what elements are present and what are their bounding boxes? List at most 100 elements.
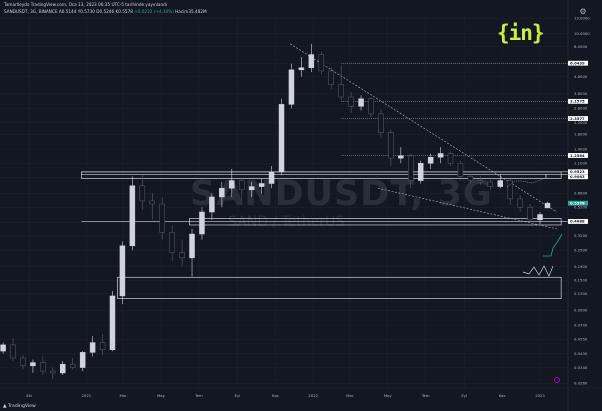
candle-body [338, 84, 344, 98]
brand-logo: {in} [497, 21, 545, 45]
candle-body [308, 54, 315, 68]
candle-body [457, 163, 464, 177]
candle-body [427, 156, 434, 164]
candle-body [507, 180, 513, 200]
x-tick-label: May [384, 393, 393, 398]
candle-body [398, 155, 404, 159]
candle-body [348, 96, 354, 107]
candle-body [0, 344, 6, 352]
change-value: +0.0232 (+4.34%) [134, 9, 174, 14]
candle-body [388, 132, 394, 159]
candle-body [544, 202, 551, 209]
y-tick-label: 3.6000 [574, 91, 588, 96]
y-tick-label: 1.4000 [574, 146, 588, 151]
ohlc-values: A0.5144 Y0.5730 D0.5246 K0.5578 [58, 9, 133, 14]
x-tick-label: Kas [499, 393, 506, 398]
candle-body [109, 295, 116, 351]
candle-body [89, 342, 96, 353]
symbol-label[interactable]: SANDUSDT, 3G, BINANCE [4, 9, 58, 14]
symbol-info: SANDUSDT, 3G, BINANCE A0.5144 Y0.5730 D0… [4, 9, 207, 14]
x-tick-label: Eyl [235, 393, 241, 398]
tradingview-icon: ▲ [3, 404, 7, 409]
candle-body [30, 362, 36, 367]
candle-body [318, 54, 325, 72]
candle-body [487, 181, 494, 187]
candle-body [179, 252, 185, 259]
candle-body [268, 171, 275, 184]
y-tick-label: 10.0000 [574, 31, 590, 36]
candle-body [119, 245, 126, 297]
price-label-box [568, 219, 588, 224]
y-tick-label: 1.8000 [574, 132, 588, 137]
candle-body [209, 196, 215, 213]
candle-body [417, 163, 424, 181]
price-label-box [568, 60, 588, 66]
x-tick-label: May [157, 393, 166, 398]
y-tick-label: 0.1900 [574, 264, 588, 269]
candle-body [40, 362, 46, 372]
candle-body [20, 357, 26, 367]
y-tick-label: 0.0430 [574, 351, 588, 356]
y-tick-label: 0.1200 [574, 291, 588, 296]
watermark-pair: SAND / TetherUS [228, 214, 344, 230]
candle-body [99, 342, 106, 351]
price-label-box [568, 200, 588, 206]
candle-body [248, 186, 255, 191]
price-label-box [568, 174, 588, 180]
x-tick-label: Mar [346, 393, 354, 398]
candle-body [189, 233, 195, 259]
candle-body [129, 185, 136, 247]
footer-label: TradingView [8, 404, 36, 409]
x-tick-label: 2021 [82, 393, 92, 398]
tradingview-logo[interactable]: ▲ TradingView [3, 404, 36, 409]
candle-body [437, 153, 444, 158]
candle-body [79, 352, 86, 368]
candle-body [378, 113, 384, 134]
price-label: 6.0439 [570, 61, 585, 66]
candle-body [258, 183, 265, 187]
candle-body [10, 344, 16, 359]
x-tick-label: Tem [421, 393, 430, 398]
trendline [377, 187, 557, 230]
price-label: 0.4088 [570, 219, 585, 224]
x-tick-label: Mar [119, 393, 127, 398]
candle-body [288, 69, 295, 105]
y-tick-label: 0.2500 [574, 248, 588, 253]
candle-body [517, 198, 523, 208]
price-label: 2.3577 [570, 116, 585, 121]
candle-body [537, 214, 543, 221]
price-label: 3.1575 [570, 99, 585, 104]
gear-icon[interactable]: ⚙ [579, 7, 587, 16]
y-tick-label: 13.0000 [574, 16, 590, 21]
candle-body [328, 70, 334, 85]
publish-info: Tamarlleydo TradingView.com, Oca 13, 202… [4, 2, 167, 7]
y-tick-label: 2.8000 [574, 106, 588, 111]
y-tick-label: 1.1000 [574, 161, 588, 166]
candle-body [139, 185, 146, 202]
y-tick-label: 0.0700 [574, 322, 588, 327]
time-axis: Eki 2021 Mar May Tem Eyl Kas 2022 Mar May Tem Eyl Ka… [0, 387, 602, 398]
candle-body [408, 155, 414, 181]
x-tick-label: Eki [26, 393, 32, 398]
candle-body [467, 176, 474, 181]
event-marker-icon[interactable] [554, 377, 560, 383]
volume-value: Hacim35.482M [175, 9, 207, 14]
candle-body [60, 363, 66, 374]
price-label: 0.5578 [570, 200, 585, 205]
candle-body [358, 98, 364, 107]
y-tick-label: 0.0550 [574, 337, 588, 342]
candle-body [298, 67, 305, 71]
x-tick-label: Eyl [461, 393, 467, 398]
price-label-box [568, 169, 588, 175]
y-tick-label: 2.2000 [574, 120, 588, 125]
price-label: 1.2564 [570, 153, 585, 158]
y-tick-label: 0.5200 [574, 205, 588, 210]
price-label-box [568, 98, 588, 104]
candle-body [149, 200, 156, 205]
candle-body [199, 211, 205, 235]
y-tick-label: 0.1500 [574, 278, 588, 283]
candle-body [368, 98, 374, 115]
